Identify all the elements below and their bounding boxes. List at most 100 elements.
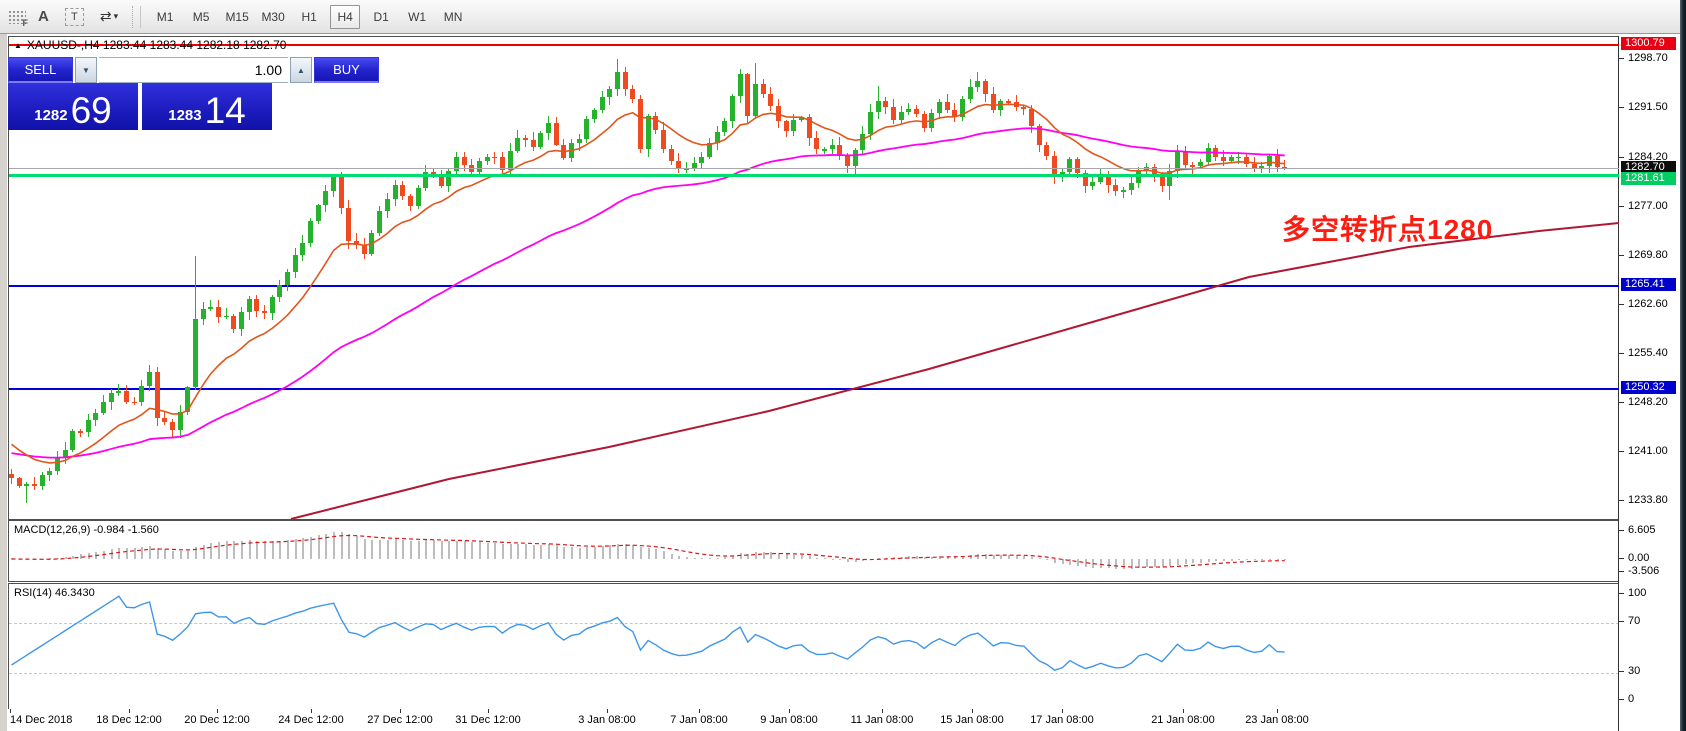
candle <box>300 242 306 255</box>
time-axis-label: 7 Jan 08:00 <box>670 714 728 726</box>
candle <box>354 240 360 245</box>
text-box-tool-icon[interactable]: T <box>59 5 90 29</box>
macd-histogram-bar <box>1023 555 1026 559</box>
macd-histogram-bar <box>854 559 857 562</box>
macd-histogram-bar <box>969 554 972 559</box>
macd-histogram-bar <box>839 559 842 561</box>
price-axis-label: 1298.70 <box>1628 52 1668 65</box>
macd-histogram-bar <box>778 553 780 559</box>
macd-histogram-bar <box>716 558 719 559</box>
candle <box>645 115 651 150</box>
candle <box>499 157 505 170</box>
macd-histogram-bar <box>1138 559 1141 568</box>
volume-up-button[interactable]: ▲ <box>290 57 312 83</box>
macd-histogram-bar <box>340 532 343 559</box>
macd-histogram-bar <box>486 542 489 559</box>
macd-histogram-bar <box>1207 559 1210 562</box>
macd-histogram-bar <box>1054 559 1057 563</box>
text-label-tool-icon[interactable]: A <box>38 8 49 25</box>
timeframe-button-h1[interactable]: H1 <box>301 9 317 24</box>
candle <box>1266 155 1272 167</box>
macd-histogram-bar <box>923 556 926 559</box>
timeframe-button-h4[interactable]: H4 <box>330 4 361 29</box>
rsi-panel[interactable]: RSI(14) 46.3430 <box>8 583 1620 710</box>
candle <box>47 470 53 475</box>
timeframe-button-d1[interactable]: D1 <box>373 9 389 24</box>
macd-histogram-bar <box>639 547 642 559</box>
macd-histogram-bar <box>348 534 351 559</box>
candle <box>1274 155 1280 168</box>
candle <box>147 371 153 387</box>
macd-histogram-bar <box>1000 554 1003 559</box>
timeframe-button-m15[interactable]: M15 <box>225 9 249 24</box>
macd-scale-tick <box>1619 558 1624 559</box>
volume-input[interactable] <box>99 57 288 83</box>
macd-histogram-bar <box>593 546 596 559</box>
candle <box>745 74 751 116</box>
macd-histogram-bar <box>1222 559 1225 561</box>
macd-histogram-bar <box>647 548 650 559</box>
candle <box>622 71 628 90</box>
candle <box>438 174 444 186</box>
candle <box>584 119 590 139</box>
candle <box>1236 156 1242 159</box>
candle <box>1067 158 1073 173</box>
macd-histogram-bar <box>179 551 182 559</box>
arrange-tool-icon[interactable]: ⇄ ▾ <box>94 5 124 29</box>
macd-histogram-bar <box>747 553 750 559</box>
candle <box>1220 157 1226 162</box>
macd-histogram-bar <box>264 541 267 559</box>
macd-histogram-bar <box>977 554 980 559</box>
macd-histogram-bar <box>455 540 458 559</box>
candle-wick <box>908 102 910 116</box>
time-axis-tick <box>1277 709 1278 713</box>
macd-histogram-bar <box>1115 559 1118 569</box>
macd-histogram-bar <box>862 559 865 562</box>
buy-price-display[interactable]: 1283 14 <box>142 83 272 130</box>
time-axis-tick <box>1062 709 1063 713</box>
time-axis-label: 9 Jan 08:00 <box>760 714 818 726</box>
candle <box>722 121 728 132</box>
macd-scale-tick <box>1619 530 1624 531</box>
candle <box>331 175 337 192</box>
macd-histogram-bar <box>110 549 113 559</box>
time-axis[interactable]: 14 Dec 2018 18 Dec 12:00 20 Dec 12:00 24 De… <box>8 709 1618 731</box>
macd-histogram-bar <box>402 539 405 559</box>
timeframe-button-m30[interactable]: M30 <box>261 9 285 24</box>
candle <box>108 392 114 403</box>
timeframe-button-w1[interactable]: W1 <box>408 9 427 24</box>
macd-histogram-bar <box>279 540 282 559</box>
macd-panel[interactable]: MACD(12,26,9) -0.984 -1.560 <box>8 520 1620 582</box>
timeframe-button-m5[interactable]: M5 <box>192 9 210 24</box>
candle <box>323 191 329 206</box>
sell-button[interactable]: SELL <box>8 57 73 83</box>
time-axis-tick <box>1183 709 1184 713</box>
candle <box>85 420 91 432</box>
candle <box>16 478 22 486</box>
macd-histogram-bar <box>816 557 819 559</box>
macd-histogram-bar <box>432 540 435 559</box>
macd-histogram-bar <box>770 552 773 559</box>
timeframe-button-mn[interactable]: MN <box>443 9 463 24</box>
candle <box>630 89 636 100</box>
symbol-header: ▲ XAUUSD-,H4 1283.44 1283.44 1282.18 128… <box>14 38 286 52</box>
buy-button[interactable]: BUY <box>314 57 379 83</box>
price-axis-label: 1262.60 <box>1628 298 1668 311</box>
main-chart[interactable] <box>8 36 1620 520</box>
candle <box>668 148 674 161</box>
candle <box>983 81 989 95</box>
time-axis-label: 31 Dec 12:00 <box>455 714 521 726</box>
sell-price-display[interactable]: 1282 69 <box>8 83 138 130</box>
data-window-icon[interactable]: F <box>8 9 28 28</box>
macd-scale-label: -3.506 <box>1628 565 1660 577</box>
candle <box>1174 152 1180 171</box>
price-axis[interactable]: 1300.79 1282.70 1281.61 1265.41 1250.32 1298.… <box>1618 36 1681 731</box>
candle <box>1075 158 1081 173</box>
price-axis-tick <box>1619 58 1624 60</box>
volume-down-button[interactable]: ▼ <box>75 57 97 83</box>
macd-histogram-bar <box>877 558 880 559</box>
candle <box>1251 163 1257 168</box>
price-axis-label: 1248.20 <box>1628 396 1668 409</box>
timeframe-button-m1[interactable]: M1 <box>156 9 174 24</box>
